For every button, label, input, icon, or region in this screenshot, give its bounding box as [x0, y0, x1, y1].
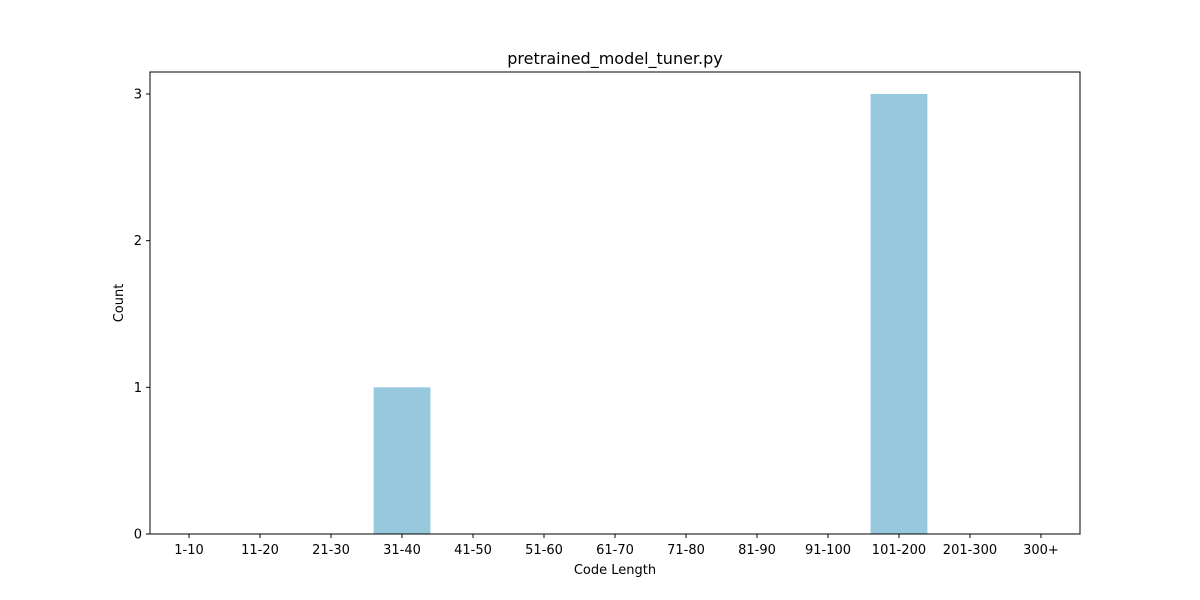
x-tick-label: 61-70	[596, 543, 634, 558]
y-tick-label: 3	[134, 88, 142, 103]
bar-101-200	[870, 94, 928, 534]
x-tick-label: 21-30	[312, 543, 350, 558]
y-tick-label: 1	[134, 381, 142, 396]
x-tick-label: 11-20	[241, 543, 279, 558]
bars-group	[373, 94, 928, 534]
x-tick-label: 101-200	[872, 543, 926, 558]
x-tick-label: 31-40	[383, 543, 421, 558]
y-axis-label: Count	[112, 284, 127, 323]
x-tick-label: 201-300	[943, 543, 997, 558]
x-tick-label: 51-60	[525, 543, 563, 558]
x-tick-label: 41-50	[454, 543, 492, 558]
chart-title: pretrained_model_tuner.py	[507, 49, 723, 69]
x-tick-label: 91-100	[805, 543, 851, 558]
x-tick-label: 71-80	[667, 543, 705, 558]
x-tick-label: 1-10	[174, 543, 204, 558]
x-tick-label: 81-90	[738, 543, 776, 558]
x-axis-ticks: 1-10 11-20 21-30 31-40 41-50 51-60 61-70 71-80 8…	[174, 534, 1059, 558]
x-axis-label: Code Length	[574, 563, 656, 578]
y-tick-label: 0	[134, 528, 142, 543]
y-tick-label: 2	[134, 234, 142, 249]
bar-31-40	[373, 387, 431, 534]
x-tick-label: 300+	[1023, 543, 1059, 558]
y-axis-ticks: 0 1 2 3	[134, 88, 150, 543]
plot-frame	[149, 71, 1081, 535]
